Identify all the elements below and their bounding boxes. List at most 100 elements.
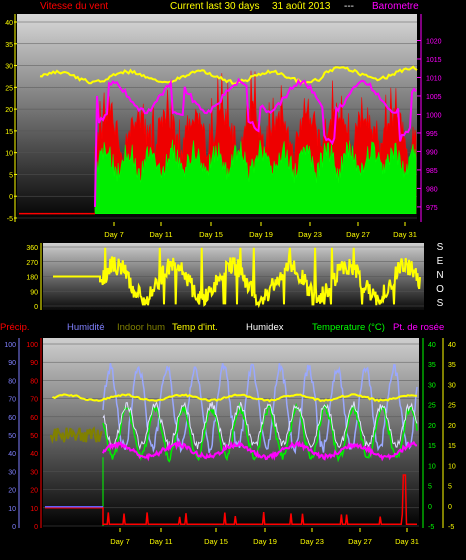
yellow-reference-series	[39, 65, 418, 85]
humidex-series	[102, 401, 418, 451]
panel3-legend-item: Indoor hum	[117, 322, 165, 333]
panel1-x-tick: Day 7	[104, 230, 124, 239]
wind-speed-series	[94, 139, 417, 214]
panel1-right-tick: 1005	[426, 94, 442, 101]
panel1-right-tick: 1015	[426, 57, 442, 64]
panel2-left-tick: 180	[26, 275, 38, 282]
panel3-legend-item: Humidex	[246, 322, 284, 333]
panel3-right-tick: 20	[428, 423, 436, 430]
panel3-left2-tick: 50	[30, 433, 38, 440]
panel1-title-separator: ---	[344, 1, 354, 12]
precipitation-series	[45, 474, 417, 525]
panel1-right-tick: 980	[426, 186, 438, 193]
compass-label: E	[437, 256, 444, 267]
panel3-left-tick: 60	[8, 415, 16, 422]
temperature-series	[102, 402, 418, 463]
panel3-left2-tick: 100	[26, 342, 38, 349]
panel1-right-tick: 975	[426, 205, 438, 212]
panel3-left-tick: 10	[8, 506, 16, 513]
panel3-left-tick: 0	[12, 524, 16, 531]
panel3-left2-tick: 10	[30, 506, 38, 513]
panel1-title-center: Current last 30 days	[170, 1, 260, 12]
panel1-x-tick: Day 27	[346, 230, 370, 239]
humidity-series	[102, 362, 418, 455]
panel3-left2-tick: 80	[30, 378, 38, 385]
panel3-left-tick: 50	[8, 433, 16, 440]
panel1-right-tick: 1010	[426, 75, 442, 82]
panel3-left-tick: 100	[4, 342, 16, 349]
panel3-right-tick: -5	[428, 524, 434, 531]
panel3-legend-item: Temperature (°C)	[312, 322, 385, 333]
panel3-left-tick: 90	[8, 360, 16, 367]
panel3-right2-tick: 15	[448, 443, 456, 450]
panel3-right-tick: 0	[428, 504, 432, 511]
panel3-right2-tick: 0	[448, 504, 452, 511]
panel3-left2-tick: 40	[30, 451, 38, 458]
panel3-right-tick: 30	[428, 382, 436, 389]
panel1-left-tick: 20	[5, 107, 13, 114]
panel1-title-left: Vitesse du vent	[40, 1, 108, 12]
panel3-left2-tick: 0	[34, 524, 38, 531]
panel3-right-tick: 35	[428, 362, 436, 369]
panel3-left-tick: 80	[8, 378, 16, 385]
panel1-left-tick: 15	[5, 129, 13, 136]
panel3-x-tick: Day 15	[204, 537, 228, 546]
panel1-right-tick: 1020	[426, 38, 442, 45]
panel3-right2-tick: -5	[448, 524, 454, 531]
panel3-right2-tick: 20	[448, 423, 456, 430]
panel1-x-tick: Day 11	[149, 230, 172, 239]
panel1-x-tick: Day 15	[199, 230, 223, 239]
panel1-right-tick: 1000	[426, 112, 442, 119]
panel2-left-tick: 0	[34, 304, 38, 311]
panel3-left-tick: 30	[8, 469, 16, 476]
panel3-right2-tick: 35	[448, 362, 456, 369]
panel1-title-right: Barometre	[372, 1, 419, 12]
panel3-right2-tick: 10	[448, 463, 456, 470]
wind-direction-series	[53, 247, 421, 309]
panel1-x-tick: Day 19	[249, 230, 273, 239]
panel3-x-tick: Day 7	[110, 537, 130, 546]
panel3-legend-item: Pt. de rosée	[393, 322, 444, 333]
panel3-left-tick: 20	[8, 488, 16, 495]
compass-label: O	[436, 284, 444, 295]
panel3-right2-tick: 30	[448, 382, 456, 389]
panel1-left-tick: 30	[5, 64, 13, 71]
panel3-right-tick: 15	[428, 443, 436, 450]
panel1-left-tick: 5	[9, 172, 13, 179]
panel2-left-tick: 270	[26, 260, 38, 267]
panel3-right-tick: 40	[428, 342, 436, 349]
panel3-left-tick: 70	[8, 397, 16, 404]
panel3-legend-item: Humidité	[67, 322, 105, 333]
panel3-left2-tick: 60	[30, 415, 38, 422]
panel1-left-tick: 0	[9, 194, 13, 201]
panel1-left-tick: 10	[5, 151, 13, 158]
panel3-left-tick: 40	[8, 451, 16, 458]
indoor-humidity-series	[50, 426, 103, 444]
panel3-left2-tick: 20	[30, 488, 38, 495]
panel3-right2-tick: 5	[448, 484, 452, 491]
panel1-left-tick: -5	[7, 216, 13, 223]
panel2-left-tick: 90	[30, 289, 38, 296]
compass-label: S	[437, 242, 444, 253]
panel3-right2-tick: 40	[448, 342, 456, 349]
dewpoint-series	[102, 440, 418, 462]
panel1-left-tick: 40	[5, 20, 13, 27]
panel3-left2-tick: 70	[30, 397, 38, 404]
panel1-x-tick: Day 23	[298, 230, 322, 239]
barometer-series	[94, 77, 417, 207]
panel3-x-tick: Day 11	[149, 537, 172, 546]
panel3-right-tick: 25	[428, 403, 436, 410]
panel3-x-tick: Day 31	[395, 537, 419, 546]
indoor-temperature-series	[52, 393, 418, 403]
panel3-legend-item: Temp d'int.	[172, 322, 218, 333]
panel3-x-tick: Day 19	[253, 537, 277, 546]
panel1-right-tick: 990	[426, 149, 438, 156]
compass-label: N	[436, 270, 443, 281]
panel3-left2-tick: 90	[30, 360, 38, 367]
panel1-right-tick: 985	[426, 168, 438, 175]
panel3-legend-item: Précip.	[0, 322, 30, 333]
panel3-x-tick: Day 27	[348, 537, 372, 546]
compass-label: S	[437, 298, 444, 309]
